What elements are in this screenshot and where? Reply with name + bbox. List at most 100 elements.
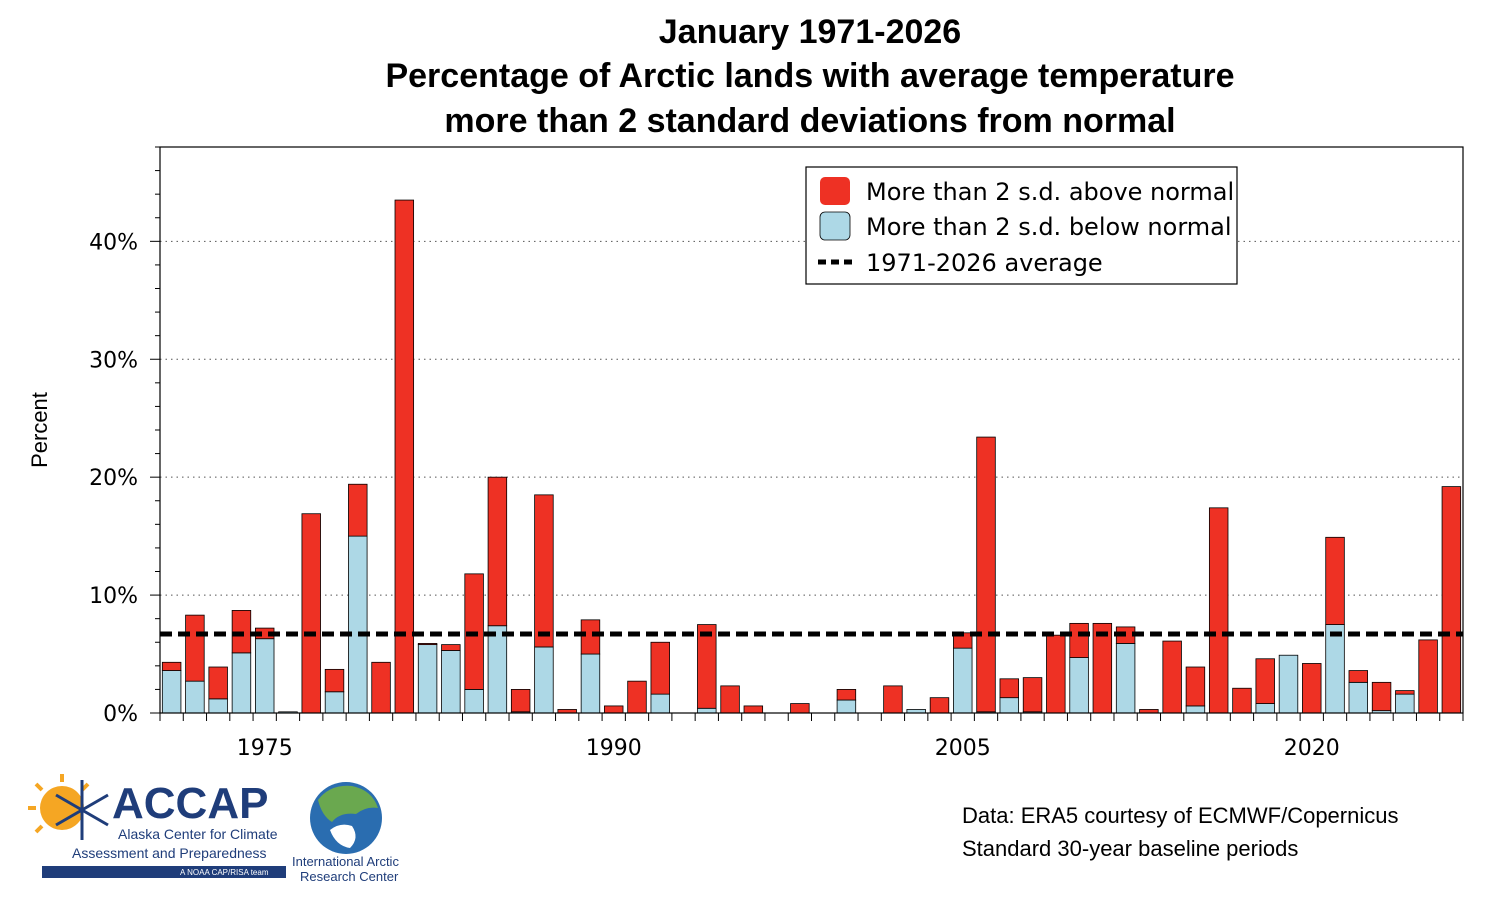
ytick-label: 10% bbox=[89, 584, 138, 609]
bar-below-1992 bbox=[650, 693, 670, 714]
bar-below-1975 bbox=[254, 638, 275, 714]
iarc-line-1: International Arctic bbox=[292, 854, 399, 869]
ytick-label: 30% bbox=[89, 348, 138, 373]
bar-above-1971 bbox=[161, 661, 182, 671]
bar-above-1992 bbox=[650, 641, 670, 695]
bar-below-2015 bbox=[1185, 705, 1206, 714]
bar-below-2007 bbox=[999, 697, 1019, 714]
accap-name: ACCAP bbox=[112, 779, 268, 828]
bar-below-2010 bbox=[1069, 657, 1089, 714]
bar-below-1979 bbox=[348, 535, 368, 714]
bar-below-1987 bbox=[534, 646, 554, 714]
bar-above-1978 bbox=[324, 668, 345, 693]
bar-above-1983 bbox=[441, 644, 461, 651]
bar-above-1998 bbox=[790, 703, 810, 714]
bar-below-1973 bbox=[208, 698, 228, 714]
bar-above-1990 bbox=[604, 705, 624, 714]
bar-above-1991 bbox=[627, 680, 647, 714]
bar-above-2010 bbox=[1069, 622, 1089, 658]
bar-below-1984 bbox=[464, 689, 484, 714]
bar-above-1982 bbox=[417, 643, 438, 646]
legend-swatch-below bbox=[819, 211, 851, 241]
legend-label-above: More than 2 s.d. above normal bbox=[866, 178, 1234, 206]
bar-above-2015 bbox=[1185, 666, 1206, 707]
accap-tagline: A NOAA CAP/RISA team bbox=[180, 868, 269, 877]
bar-above-2023 bbox=[1371, 681, 1392, 712]
ytick-label: 20% bbox=[89, 466, 138, 491]
iarc-logo: International Arctic Research Center bbox=[292, 782, 399, 884]
bar-above-2018 bbox=[1255, 658, 1275, 704]
bar-below-2022 bbox=[1348, 681, 1369, 714]
bar-above-2025 bbox=[1418, 639, 1438, 714]
bar-above-2014 bbox=[1162, 640, 1182, 714]
ytick-label: 0% bbox=[103, 702, 138, 727]
accap-logo: ACCAP Alaska Center for Climate Assessme… bbox=[28, 774, 286, 878]
y-axis: 0% 10% 20% 30% 40% bbox=[89, 146, 160, 727]
chart-title-line-2: Percentage of Arctic lands with average … bbox=[385, 57, 1235, 95]
xtick-label: 2020 bbox=[1284, 736, 1340, 761]
legend-label-below: More than 2 s.d. below normal bbox=[866, 213, 1232, 241]
bar-above-1977 bbox=[301, 513, 321, 714]
bar-below-2005 bbox=[953, 647, 973, 714]
bar-below-1989 bbox=[580, 653, 601, 714]
bar-below-2012 bbox=[1115, 643, 1136, 714]
bar-below-1972 bbox=[185, 680, 205, 714]
bar-below-1983 bbox=[441, 650, 461, 714]
bar-above-2007 bbox=[999, 678, 1019, 699]
bar-above-2020 bbox=[1302, 663, 1322, 714]
chart-title-line-3: more than 2 standard deviations from nor… bbox=[444, 102, 1176, 140]
bar-above-1972 bbox=[185, 614, 205, 682]
snowflake-icon bbox=[55, 780, 109, 840]
accap-tagline-bar bbox=[42, 866, 286, 878]
bar-above-2009 bbox=[1046, 634, 1066, 714]
bar-above-2008 bbox=[1022, 677, 1043, 713]
y-axis-label: Percent bbox=[27, 392, 52, 468]
bar-above-1973 bbox=[208, 666, 228, 700]
iarc-line-2: Research Center bbox=[300, 869, 399, 884]
bar-above-1995 bbox=[720, 685, 740, 714]
bar-above-1985 bbox=[487, 476, 508, 627]
bar-above-2006 bbox=[976, 436, 996, 713]
bar-above-2026 bbox=[1441, 486, 1462, 714]
bar-below-2019 bbox=[1278, 654, 1299, 714]
bar-below-2000 bbox=[836, 699, 857, 714]
credit-baseline: Standard 30-year baseline periods bbox=[962, 836, 1299, 861]
sun-icon bbox=[28, 774, 90, 834]
bar-below-1978 bbox=[324, 691, 345, 714]
xtick-label: 2005 bbox=[935, 736, 991, 761]
bar-above-2002 bbox=[883, 685, 903, 714]
bar-above-2000 bbox=[836, 689, 857, 701]
bar-below-1974 bbox=[231, 652, 252, 714]
legend-box bbox=[805, 166, 1238, 285]
bar-above-2016 bbox=[1208, 507, 1229, 714]
chart-title-line-1: January 1971-2026 bbox=[658, 13, 962, 51]
bar-above-1986 bbox=[510, 689, 531, 713]
xtick-label: 1975 bbox=[237, 736, 293, 761]
bar-above-1980 bbox=[371, 661, 391, 714]
bar-above-1979 bbox=[348, 483, 368, 537]
accap-line-2: Assessment and Preparedness bbox=[72, 845, 267, 861]
bar-below-1982 bbox=[417, 644, 438, 714]
legend-label-average: 1971-2026 average bbox=[866, 249, 1103, 277]
legend: More than 2 s.d. above normal More than … bbox=[805, 166, 1238, 285]
legend-swatch-above bbox=[820, 177, 850, 205]
bar-above-1996 bbox=[743, 705, 764, 714]
bar-below-1994 bbox=[697, 707, 717, 714]
bar-below-2018 bbox=[1255, 703, 1275, 714]
bar-below-2024 bbox=[1395, 693, 1415, 714]
accap-line-1: Alaska Center for Climate bbox=[118, 826, 278, 842]
bar-above-2021 bbox=[1325, 536, 1345, 625]
bar-below-1985 bbox=[487, 625, 508, 714]
bar-above-2024 bbox=[1395, 690, 1415, 695]
ytick-label: 40% bbox=[89, 230, 138, 255]
bar-below-1971 bbox=[161, 670, 182, 714]
bar-above-2017 bbox=[1232, 687, 1252, 714]
x-axis: 1975 1990 2005 2020 bbox=[159, 713, 1464, 761]
bar-above-1987 bbox=[534, 494, 554, 648]
xtick-label: 1990 bbox=[586, 736, 642, 761]
bar-below-2021 bbox=[1325, 624, 1345, 714]
bar-above-2022 bbox=[1348, 670, 1369, 683]
bars bbox=[161, 199, 1462, 714]
bar-above-2004 bbox=[929, 697, 950, 714]
bar-above-1989 bbox=[580, 619, 601, 655]
